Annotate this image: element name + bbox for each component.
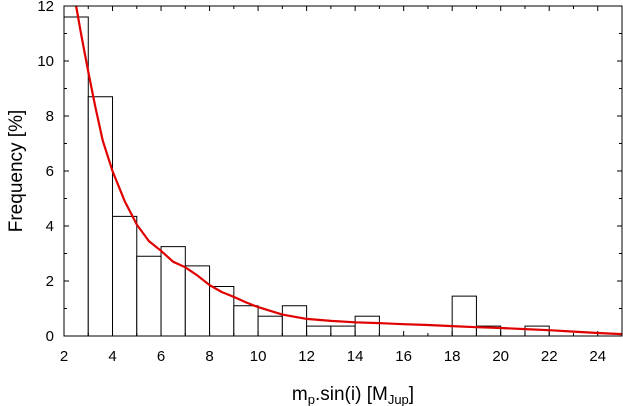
- x-axis-label: mp.sin(i) [MJup]: [292, 384, 414, 406]
- histogram-bar: [112, 215, 138, 337]
- x-tick-label: 10: [250, 348, 267, 365]
- histogram-bar: [257, 315, 283, 337]
- x-tick-label: 8: [205, 348, 213, 365]
- plot-frame: [63, 5, 623, 337]
- histogram-bar: [330, 325, 356, 337]
- x-tick-label: 6: [157, 348, 165, 365]
- y-tick-label: 10: [37, 53, 54, 70]
- x-tick-label: 18: [444, 348, 461, 365]
- x-tick-label: 4: [108, 348, 116, 365]
- x-tick-labels: 2 4 6 8 10 12 14 16 18 20 22 24: [60, 348, 606, 365]
- x-axis-label-sub-jup: Jup: [388, 392, 409, 406]
- histogram-bar: [281, 305, 308, 337]
- x-axis-label-m: m: [292, 384, 308, 405]
- y-tick-label: 12: [37, 0, 54, 15]
- fit-curve-line: [75, 5, 623, 336]
- x-tick-label: 2: [60, 348, 68, 365]
- y-tick-label: 8: [46, 108, 54, 125]
- histogram-bar: [136, 255, 162, 337]
- y-tick-label: 2: [46, 273, 54, 290]
- x-tick-label: 22: [541, 348, 558, 365]
- y-tick-label: 6: [46, 163, 54, 180]
- x-tick-label: 12: [298, 348, 315, 365]
- histogram-bar: [233, 305, 259, 337]
- histogram-bar: [209, 286, 235, 337]
- histogram-bar: [306, 325, 332, 337]
- histogram-bar: [87, 96, 114, 337]
- histogram-bar: [160, 246, 186, 337]
- x-tick-label: 16: [395, 348, 412, 365]
- x-tick-label: 20: [492, 348, 509, 365]
- histogram-bar: [63, 16, 89, 337]
- histogram-bar: [184, 265, 211, 337]
- x-axis-label-close: ]: [409, 384, 414, 405]
- y-tick-label: 4: [46, 218, 54, 235]
- x-tick-label: 24: [589, 348, 606, 365]
- x-axis-label-sub-p: p: [308, 392, 315, 406]
- histogram-bar: [354, 315, 380, 337]
- y-tick-label: 0: [46, 328, 54, 345]
- y-axis-label: Frequency [%]: [6, 110, 27, 233]
- x-axis-label-main: .sin(i) [M: [315, 384, 388, 405]
- x-tick-label: 14: [347, 348, 364, 365]
- histogram-bar: [451, 295, 477, 337]
- histogram-bars: [63, 16, 550, 337]
- y-tick-labels: 0 2 4 6 8 10 12: [37, 0, 54, 345]
